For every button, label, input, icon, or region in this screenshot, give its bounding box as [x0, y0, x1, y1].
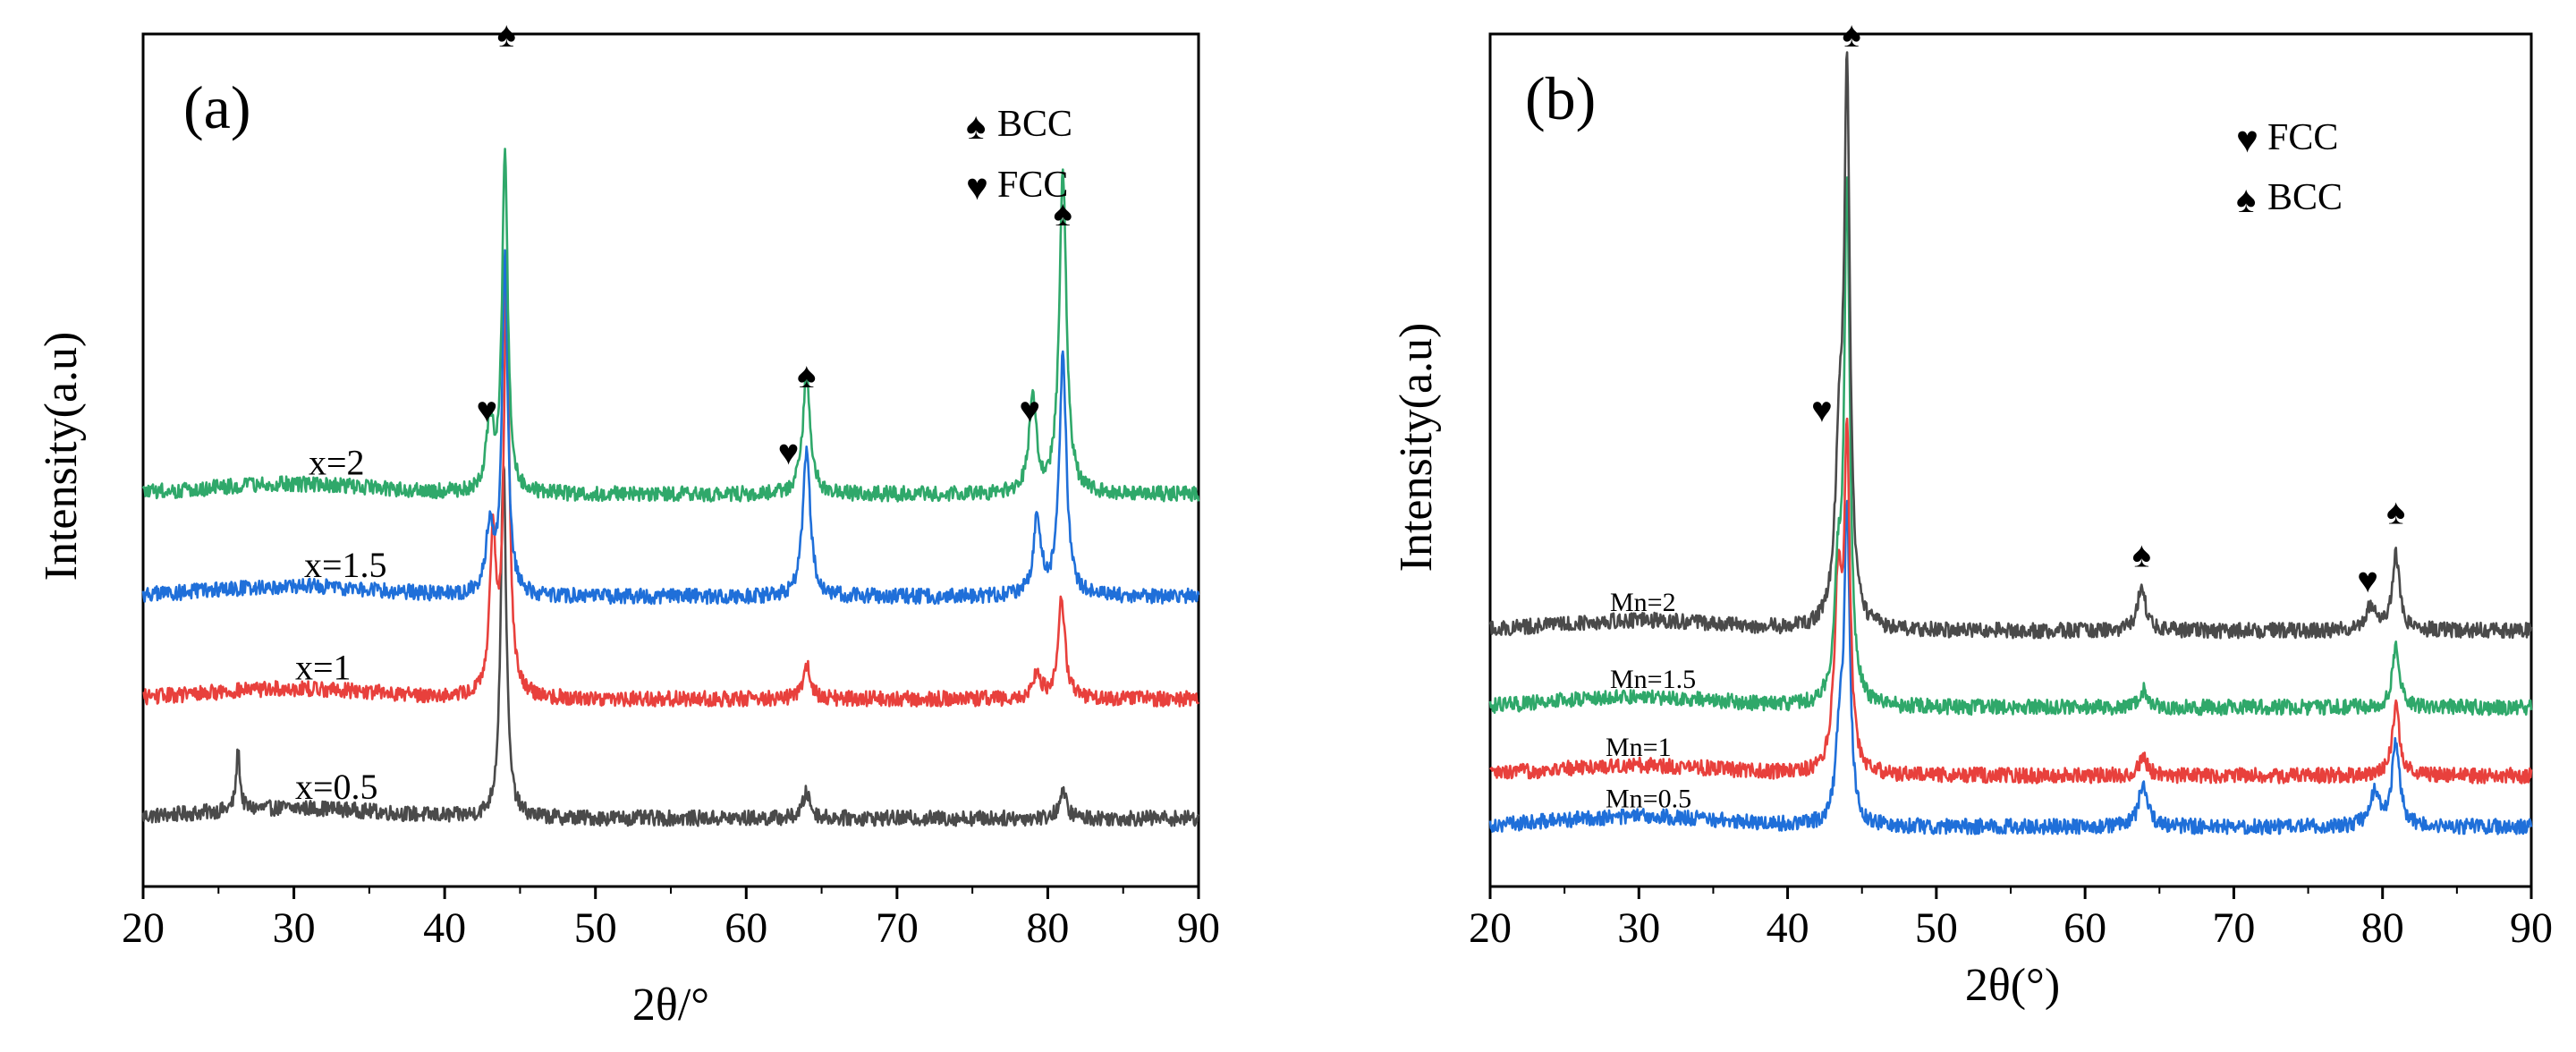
panel-a-label: (a): [183, 73, 250, 141]
panel-a-x-axis: 20 30 40 50 60 70 80 90: [122, 887, 1220, 952]
panel-a-series-x=0.5: [141, 464, 1200, 827]
panel-a-x-axis-label: 2θ/°: [632, 980, 709, 1031]
legend-a-symbol-1: ♥: [966, 167, 988, 208]
panel-b-x-tick-label-40: 40: [1767, 904, 1809, 952]
legend-b-symbol-0: ♥: [2236, 120, 2258, 161]
panel-a-series-x=1.5: [141, 249, 1200, 606]
panel-a-y-axis-label: Intensity(a.u): [36, 332, 87, 581]
legend-a-label-1: FCC: [997, 165, 1068, 206]
legend-a-label-0: BCC: [997, 104, 1072, 145]
panel-b-x-axis: 20 30 40 50 60 70 80 90: [1469, 887, 2553, 952]
panel-b-x-tick-label-30: 30: [1617, 904, 1660, 952]
panel-a-series-x=1: [142, 283, 1200, 708]
panel-a-marker-fcc-4: ♥: [1019, 389, 1040, 429]
panel-b-x-tick-label-60: 60: [2063, 904, 2106, 952]
panel-b-y-axis-label: Intensity(a.u): [1391, 323, 1442, 573]
panel-a-series-x=2: [141, 148, 1200, 503]
panel-a-series-label-x=1: x=1: [295, 647, 352, 687]
panel-a-peak-markers: ♠ ♥ ♠ ♥ ♥ ♠: [476, 14, 1072, 472]
panel-b-series-label-Mn=1.5: Mn=1.5: [1610, 665, 1696, 694]
panel-a-marker-bcc-0: ♠: [497, 14, 516, 55]
panel-a-marker-fcc-3: ♥: [778, 432, 800, 472]
panel-a-chart: 20 30 40 50 60 70 80 90 ♠ ♥ ♠ ♥ ♥ ♠ x=0.5 x=1 x=1.5 x=2…: [36, 14, 1220, 1031]
panel-b-x-tick-label-50: 50: [1915, 904, 1958, 952]
panel-a-marker-bcc-5: ♠: [1054, 193, 1072, 233]
legend-a-symbol-0: ♠: [966, 106, 986, 148]
panel-a-series-label-x=1.5: x=1.5: [304, 545, 387, 585]
panel-b-marker-fcc-3: ♥: [2357, 560, 2378, 600]
panel-b-series-Mn=1.5: [1488, 176, 2533, 717]
panel-b-chart: 20 30 40 50 60 70 80 90 ♠♥♠♥♠ Mn=0.5Mn=1Mn=1.5M…: [1391, 14, 2553, 1011]
panel-a-x-tick-label-50: 50: [574, 904, 617, 952]
panel-b-marker-bcc-4: ♠: [2386, 492, 2405, 532]
panel-b-series-label-Mn=0.5: Mn=0.5: [1606, 784, 1691, 813]
legend-b-label-1: BCC: [2267, 177, 2343, 218]
panel-b-peak-markers: ♠♥♠♥♠: [1811, 14, 2405, 600]
legend-b-label-0: FCC: [2267, 117, 2338, 158]
panel-a-series-labels: x=0.5 x=1 x=1.5 x=2: [295, 443, 387, 807]
legend-b-symbol-1: ♠: [2236, 180, 2256, 221]
panel-a-marker-fcc-1: ♥: [476, 389, 497, 429]
panel-b-marker-bcc-2: ♠: [2132, 534, 2151, 574]
panel-b-x-tick-label-70: 70: [2212, 904, 2255, 952]
panel-a-x-tick-label-40: 40: [423, 904, 466, 952]
panel-b-marker-fcc-1: ♥: [1811, 389, 1833, 429]
panel-b-series-label-Mn=2: Mn=2: [1610, 588, 1676, 617]
panel-a-series-layer: [141, 148, 1200, 827]
panel-b-series-Mn=1: [1488, 417, 2533, 785]
panel-a-x-tick-label-30: 30: [273, 904, 316, 952]
panel-b-marker-bcc-0: ♠: [1842, 14, 1860, 55]
panel-a-series-label-x=0.5: x=0.5: [295, 767, 378, 807]
panel-b-series-layer: [1488, 51, 2533, 836]
panel-a-series-label-x=2: x=2: [309, 443, 365, 483]
panel-a-marker-bcc-2: ♠: [797, 355, 816, 395]
panel-b-x-axis-label: 2θ(°): [1965, 960, 2060, 1011]
panel-a-x-tick-label-60: 60: [724, 904, 767, 952]
panel-b-series-label-Mn=1: Mn=1: [1606, 733, 1672, 762]
panel-b-series-Mn=0.5: [1488, 499, 2533, 836]
panel-b-legend: ♥ FCC ♠ BCC: [2236, 117, 2343, 221]
panel-b-x-tick-label-80: 80: [2361, 904, 2404, 952]
panel-b-series-Mn=2: [1488, 51, 2533, 640]
panel-b-x-tick-label-90: 90: [2510, 904, 2553, 952]
panel-a-x-tick-label-80: 80: [1026, 904, 1069, 952]
panel-b-x-tick-label-20: 20: [1469, 904, 1512, 952]
panel-a-legend: ♠ BCC ♥ FCC: [966, 104, 1072, 208]
panel-a-x-tick-label-20: 20: [122, 904, 165, 952]
panel-a-x-tick-label-70: 70: [876, 904, 919, 952]
panel-b-series-labels: Mn=0.5 Mn=1 Mn=1.5 Mn=2: [1606, 588, 1696, 813]
panel-a-x-tick-label-90: 90: [1177, 904, 1220, 952]
panel-b-label: (b): [1525, 64, 1596, 132]
